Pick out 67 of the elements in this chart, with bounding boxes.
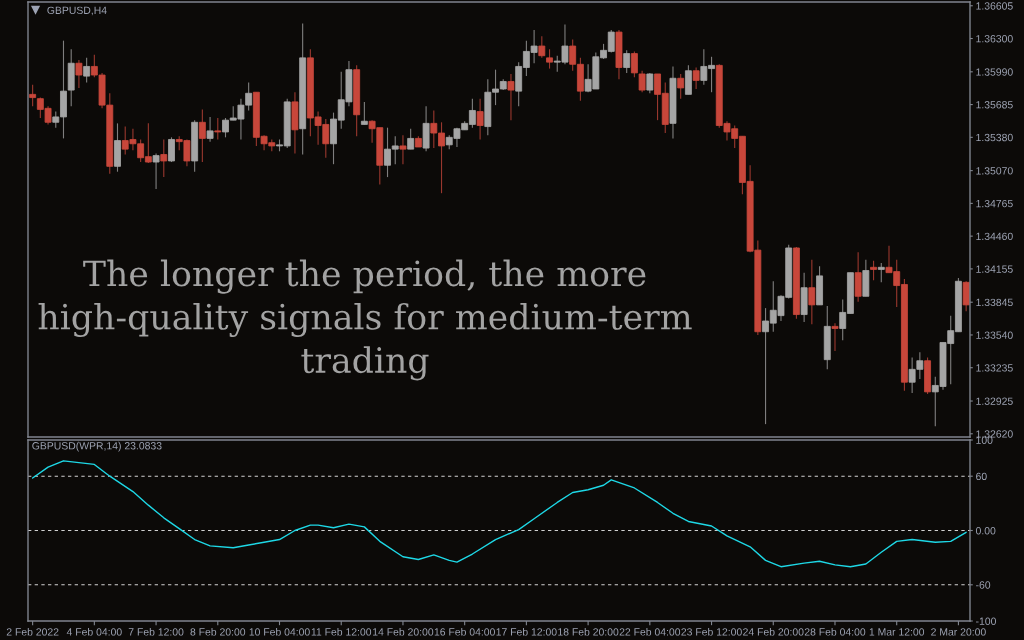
x-tick-label: 24 Feb 20:00	[743, 627, 804, 636]
candlestick	[168, 136, 175, 163]
candlestick	[862, 259, 870, 297]
candlestick	[399, 134, 407, 165]
x-tick-label: 2 Feb 2022	[6, 627, 59, 636]
candlestick	[877, 262, 885, 283]
y-tick-label: 1.33845	[976, 298, 1013, 307]
x-tick-label: 28 Feb 04:00	[804, 627, 866, 636]
candlestick	[615, 29, 623, 80]
y-tick-label: 1.34460	[976, 232, 1013, 241]
y-tick-label: -100	[976, 617, 996, 625]
candlestick	[831, 322, 839, 352]
candlestick	[360, 101, 368, 125]
candlestick	[870, 260, 877, 281]
candlestick	[924, 356, 931, 395]
candlestick	[160, 138, 168, 178]
line-series	[31, 460, 967, 568]
y-tick-label: 1.32620	[976, 430, 1013, 438]
chart-title: GBPUSD,H4	[47, 6, 107, 16]
y-tick-label: 100	[976, 436, 993, 444]
y-tick-label: 1.36605	[976, 2, 1013, 10]
candlestick	[75, 59, 83, 89]
y-tick-label: 1.36300	[976, 35, 1013, 43]
x-tick-label: 22 Feb 04:00	[619, 627, 681, 636]
candlestick	[214, 117, 222, 141]
y-tick-label: 1.35685	[976, 101, 1013, 109]
x-tick-label: 7 Feb 12:00	[128, 627, 184, 636]
x-tick-label: 17 Feb 12:00	[496, 627, 557, 636]
candlestick	[422, 105, 430, 152]
candlestick	[83, 57, 91, 84]
candlestick	[677, 73, 685, 100]
candlestick	[538, 35, 546, 59]
x-tick-label: 8 Feb 20:00	[190, 627, 246, 636]
candlestick	[684, 64, 692, 95]
candlestick	[546, 48, 553, 70]
x-tick-label: 16 Feb 04:00	[434, 627, 495, 636]
y-tick-label: 1.34155	[976, 265, 1013, 273]
candlestick	[808, 259, 816, 325]
candlestick	[152, 152, 160, 190]
x-tick-label: 18 Feb 20:00	[558, 627, 619, 636]
candlestick	[507, 73, 515, 121]
chart-title: GBPUSD(WPR,14) 23.0833	[32, 441, 162, 452]
y-tick-label: -60	[976, 581, 991, 589]
candlestick	[646, 72, 654, 94]
candlestick	[692, 66, 700, 90]
x-tick-label: 1 Mar 12:00	[869, 628, 925, 636]
y-tick-label: 1.33235	[976, 364, 1013, 372]
y-tick-label: 0.00	[975, 527, 996, 535]
x-tick-label: 11 Feb 12:00	[311, 627, 372, 636]
y-tick-label: 1.34765	[976, 199, 1013, 208]
y-tick-label: 1.35380	[976, 133, 1013, 142]
y-tick-label: 1.35070	[976, 167, 1013, 175]
y-tick-label: 1.35990	[976, 68, 1013, 76]
x-tick-label: 10 Feb 04:00	[249, 627, 310, 636]
candlestick	[816, 265, 823, 306]
y-tick-label: 1.33540	[976, 331, 1013, 339]
x-tick-label: 2 Mar 20:00	[931, 628, 986, 636]
x-tick-label: 14 Feb 20:00	[373, 627, 434, 636]
y-tick-label: 60	[976, 472, 987, 481]
candlestick	[407, 128, 415, 150]
x-tick-label: 4 Feb 04:00	[66, 627, 122, 636]
candlestick	[414, 135, 422, 148]
x-tick-label: 23 Feb 12:00	[681, 627, 742, 636]
annotation: The longer the period, the more high-quality signals for medium-term trading	[38, 259, 692, 381]
candlestick	[854, 251, 862, 303]
candlestick	[206, 116, 214, 143]
y-tick-label: 1.32925	[976, 397, 1013, 405]
